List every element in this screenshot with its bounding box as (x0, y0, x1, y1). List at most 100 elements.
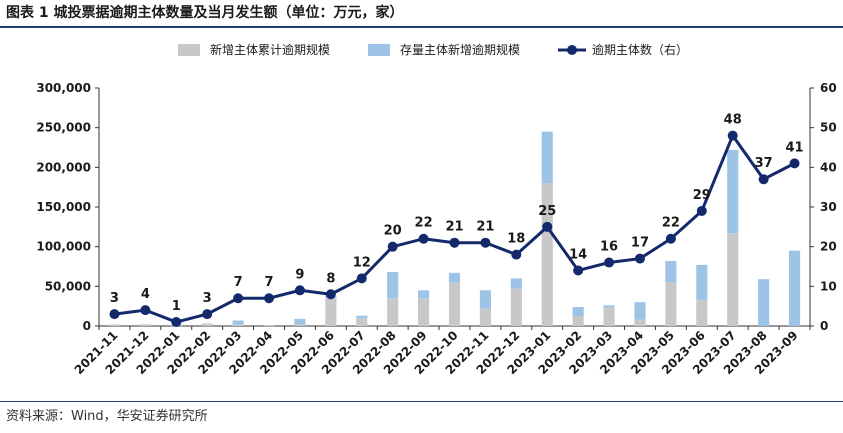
line-data-label: 21 (445, 220, 463, 235)
bar-new-entity-cumulative (572, 316, 584, 326)
line-point (233, 293, 244, 304)
y-left-tick-label: 100,000 (36, 240, 91, 254)
bar-new-entity-cumulative (418, 298, 430, 326)
bar-existing-entity-new (572, 306, 584, 317)
y-right-tick-label: 60 (820, 81, 837, 95)
bar-new-entity-cumulative (665, 282, 677, 326)
legend-label: 逾期主体数（右） (592, 42, 688, 57)
y-right-tick-label: 40 (820, 160, 837, 174)
bar-new-entity-cumulative (232, 324, 244, 326)
bar-existing-entity-new (232, 320, 244, 325)
line-point (696, 205, 707, 216)
legend-swatch-marker (567, 45, 577, 55)
bar-new-entity-cumulative (201, 324, 213, 326)
y-left-tick-label: 150,000 (36, 200, 91, 214)
bar-existing-entity-new (696, 264, 708, 300)
line-point (727, 130, 738, 141)
bar-existing-entity-new (541, 131, 553, 184)
bar-existing-entity-new (758, 279, 770, 326)
bar-existing-entity-new (201, 323, 213, 325)
y-right-tick-label: 10 (820, 279, 837, 293)
bar-new-entity-cumulative (541, 183, 553, 326)
line-data-label: 3 (203, 291, 212, 306)
title-divider (0, 26, 843, 28)
line-point (604, 257, 615, 268)
line-point (264, 293, 275, 304)
line-point (325, 289, 336, 300)
line-data-label: 18 (507, 232, 525, 247)
legend: 新增主体累计逾期规模 存量主体新增逾期规模 逾期主体数（右） (178, 42, 688, 57)
line-data-label: 22 (662, 216, 680, 231)
y-right-tick-label: 0 (820, 319, 828, 333)
legend-swatch (368, 44, 390, 56)
bar-existing-entity-new (263, 325, 275, 326)
bar-existing-entity-new (788, 250, 801, 326)
line-point (202, 309, 213, 320)
line-point (758, 174, 769, 185)
bar-existing-entity-new (634, 302, 646, 320)
line-data-label: 14 (569, 247, 587, 262)
bar-existing-entity-new (356, 315, 368, 319)
bar-new-entity-cumulative (696, 299, 708, 326)
line-data-label: 16 (600, 240, 618, 255)
bar-existing-entity-new (139, 324, 151, 325)
line-data-label: 12 (353, 255, 371, 270)
y-left-tick-label: 200,000 (36, 160, 91, 174)
line-point (109, 309, 120, 320)
line-point (789, 158, 800, 169)
line-data-label: 37 (755, 156, 773, 171)
bars (108, 131, 801, 327)
bar-new-entity-cumulative (387, 298, 399, 326)
line-data-label: 25 (538, 204, 556, 219)
legend-label: 存量主体新增逾期规模 (400, 42, 520, 57)
line-data-label: 21 (476, 220, 494, 235)
bar-new-entity-cumulative (108, 324, 121, 326)
line-point (418, 233, 429, 244)
bar-new-entity-cumulative (634, 319, 646, 326)
line-point (665, 233, 676, 244)
line-data-label: 41 (785, 140, 803, 155)
line-data-label: 20 (384, 224, 402, 239)
line-point (294, 285, 305, 296)
bar-existing-entity-new (448, 272, 461, 283)
line-data-label: 7 (234, 275, 243, 290)
line-data-label: 8 (326, 271, 335, 286)
bar-new-entity-cumulative (510, 288, 522, 326)
bar-new-entity-cumulative (356, 318, 368, 326)
line-point (511, 249, 522, 260)
line-point (573, 265, 584, 276)
line-point (140, 305, 151, 316)
line-data-label: 17 (631, 236, 649, 251)
line-data-label: 7 (264, 275, 273, 290)
line-point (634, 253, 645, 264)
line-data-label: 1 (172, 299, 181, 314)
bar-existing-entity-new (387, 272, 399, 299)
line-data-label: 48 (724, 113, 742, 128)
chart-svg: 新增主体累计逾期规模 存量主体新增逾期规模 逾期主体数（右） 0 50,000 100,… (36, 42, 836, 377)
y-right-tick-label: 20 (820, 240, 837, 254)
line-point (387, 241, 398, 252)
source-note: 资料来源：Wind，华安证券研究所 (6, 409, 208, 424)
legend-label: 新增主体累计逾期规模 (210, 42, 330, 57)
bar-new-entity-cumulative (479, 308, 491, 326)
line-data-label: 22 (415, 216, 433, 231)
line-point (449, 237, 460, 248)
bar-existing-entity-new (479, 290, 491, 309)
axes: 0 50,000 100,000 150,000 200,000 250,000 300,0… (36, 81, 836, 377)
line-point (171, 317, 182, 328)
bar-new-entity-cumulative (727, 233, 739, 326)
bar-new-entity-cumulative (294, 324, 306, 326)
bar-new-entity-cumulative (263, 325, 275, 327)
bar-new-entity-cumulative (448, 282, 461, 326)
line-data-label: 3 (110, 291, 119, 306)
bar-existing-entity-new (294, 318, 306, 325)
bar-existing-entity-new (603, 305, 615, 308)
chart-title: 图表 1 城投票据逾期主体数量及当月发生额（单位：万元，家） (6, 5, 404, 21)
line-data-label: 4 (141, 287, 150, 302)
bar-new-entity-cumulative (603, 307, 615, 326)
y-left-tick-label: 250,000 (36, 121, 91, 135)
y-right-tick-label: 30 (820, 200, 837, 214)
line-point (480, 237, 491, 248)
footer-divider (0, 401, 843, 402)
